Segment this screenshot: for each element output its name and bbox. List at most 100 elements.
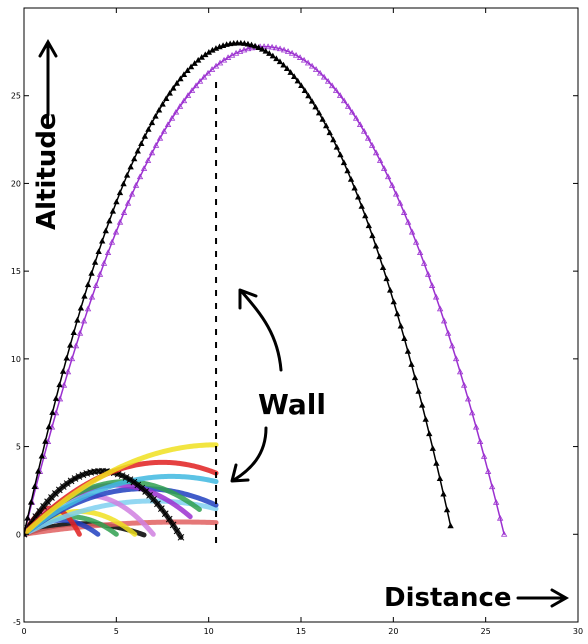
x-tick-label: 15 xyxy=(296,627,306,636)
trajectory-marker xyxy=(176,103,184,109)
trajectory-marker xyxy=(109,207,117,214)
trajectory-marker xyxy=(284,48,292,54)
trajectory-marker xyxy=(95,248,102,254)
trajectory-marker xyxy=(159,100,166,107)
trajectory-marker xyxy=(380,165,388,171)
trajectory-marker xyxy=(130,478,138,486)
trajectory-marker xyxy=(244,45,252,52)
trajectory-marker xyxy=(112,228,120,235)
trajectory-marker xyxy=(67,341,74,348)
trajectory-marker xyxy=(248,41,255,48)
trajectory-marker xyxy=(447,522,454,529)
trajectory-marker xyxy=(340,97,348,104)
trajectory-marker xyxy=(91,259,99,265)
trajectory-marker xyxy=(241,40,248,46)
trajectory-marker xyxy=(237,39,245,46)
trajectory-marker xyxy=(376,157,384,163)
trajectory-marker xyxy=(56,395,64,402)
trajectory-marker xyxy=(337,151,344,158)
trajectory-marker xyxy=(152,112,159,119)
trajectory-marker xyxy=(138,140,145,147)
trajectory-marker xyxy=(144,157,152,163)
trajectory-marker xyxy=(216,59,224,66)
trajectory-marker xyxy=(169,521,177,529)
trajectory-marker xyxy=(269,52,277,59)
trajectory-marker xyxy=(77,304,85,311)
trajectory-marker xyxy=(460,381,468,388)
trajectory-marker xyxy=(134,481,142,489)
trajectory-marker xyxy=(496,514,504,521)
trajectory-marker xyxy=(188,87,196,93)
x-tick-label: 30 xyxy=(573,627,583,636)
trajectory-marker xyxy=(52,395,60,401)
trajectory-marker xyxy=(140,165,148,171)
trajectory-marker xyxy=(319,116,326,122)
trajectory-marker xyxy=(320,73,328,80)
trajectory-marker xyxy=(196,77,204,84)
trajectory-marker xyxy=(262,47,269,54)
wall-annotation-group: Wall xyxy=(230,288,326,483)
trajectory-marker xyxy=(344,167,351,174)
trajectory-marker xyxy=(120,180,127,187)
trajectory-marker xyxy=(128,190,136,197)
trajectory-marker xyxy=(356,121,364,128)
trajectory-marker xyxy=(272,44,280,51)
trajectory-marker xyxy=(452,355,460,362)
trajectory-marker xyxy=(426,430,433,437)
trajectory-marker xyxy=(444,329,452,336)
trajectory-marker xyxy=(156,134,164,141)
trajectory-marker xyxy=(290,73,298,79)
trajectory-marker xyxy=(480,453,488,459)
trajectory-marker xyxy=(251,42,259,49)
trajectory-marker xyxy=(294,77,301,84)
x-tick-label: 10 xyxy=(204,627,214,636)
trajectory-marker xyxy=(177,75,184,82)
trajectory-marker xyxy=(45,423,53,430)
trajectory-marker xyxy=(122,474,130,481)
trajectory-series xyxy=(24,473,219,537)
trajectory-marker xyxy=(106,217,113,224)
trajectory-marker xyxy=(287,69,294,75)
trajectory-marker xyxy=(401,335,408,342)
trajectory-marker xyxy=(154,500,161,508)
trajectory-marker xyxy=(152,142,160,148)
trajectory-marker xyxy=(180,71,188,77)
trajectory-marker xyxy=(70,329,77,335)
trajectory-marker xyxy=(124,199,132,206)
trajectory-marker xyxy=(351,184,358,191)
trajectory-marker xyxy=(177,533,185,541)
trajectory-marker xyxy=(390,298,397,305)
x-tick-label: 5 xyxy=(114,627,119,636)
series-layer xyxy=(24,39,508,541)
wall-arrow-up-icon xyxy=(238,288,283,372)
trajectory-marker xyxy=(172,108,180,115)
trajectory-marker xyxy=(74,316,81,323)
trajectory-marker xyxy=(418,401,426,408)
y-tick-label: 5 xyxy=(16,443,21,452)
trajectory-marker xyxy=(31,483,38,489)
trajectory-marker xyxy=(266,50,273,56)
trajectory-marker xyxy=(36,507,44,515)
trajectory-marker xyxy=(126,476,134,483)
trajectory-marker xyxy=(148,119,156,126)
trajectory-marker xyxy=(368,142,376,148)
trajectory-marker xyxy=(148,149,156,156)
trajectory-marker xyxy=(280,61,287,68)
y-axis-label-group: Altitude xyxy=(32,38,62,230)
trajectory-marker xyxy=(308,97,316,104)
trajectory-marker xyxy=(96,270,104,277)
trajectory-marker xyxy=(372,242,380,249)
trajectory-marker xyxy=(236,48,244,54)
trajectory-marker xyxy=(24,514,31,521)
trajectory-marker xyxy=(244,40,252,47)
trajectory-marker xyxy=(240,46,248,53)
y-tick-label: 20 xyxy=(11,179,21,188)
trajectory-series xyxy=(24,43,508,537)
trajectory-marker xyxy=(72,342,80,349)
trajectory-marker xyxy=(365,222,372,229)
trajectory-marker xyxy=(492,498,500,505)
trajectory-marker xyxy=(145,126,152,132)
trajectory-marker xyxy=(404,218,412,225)
